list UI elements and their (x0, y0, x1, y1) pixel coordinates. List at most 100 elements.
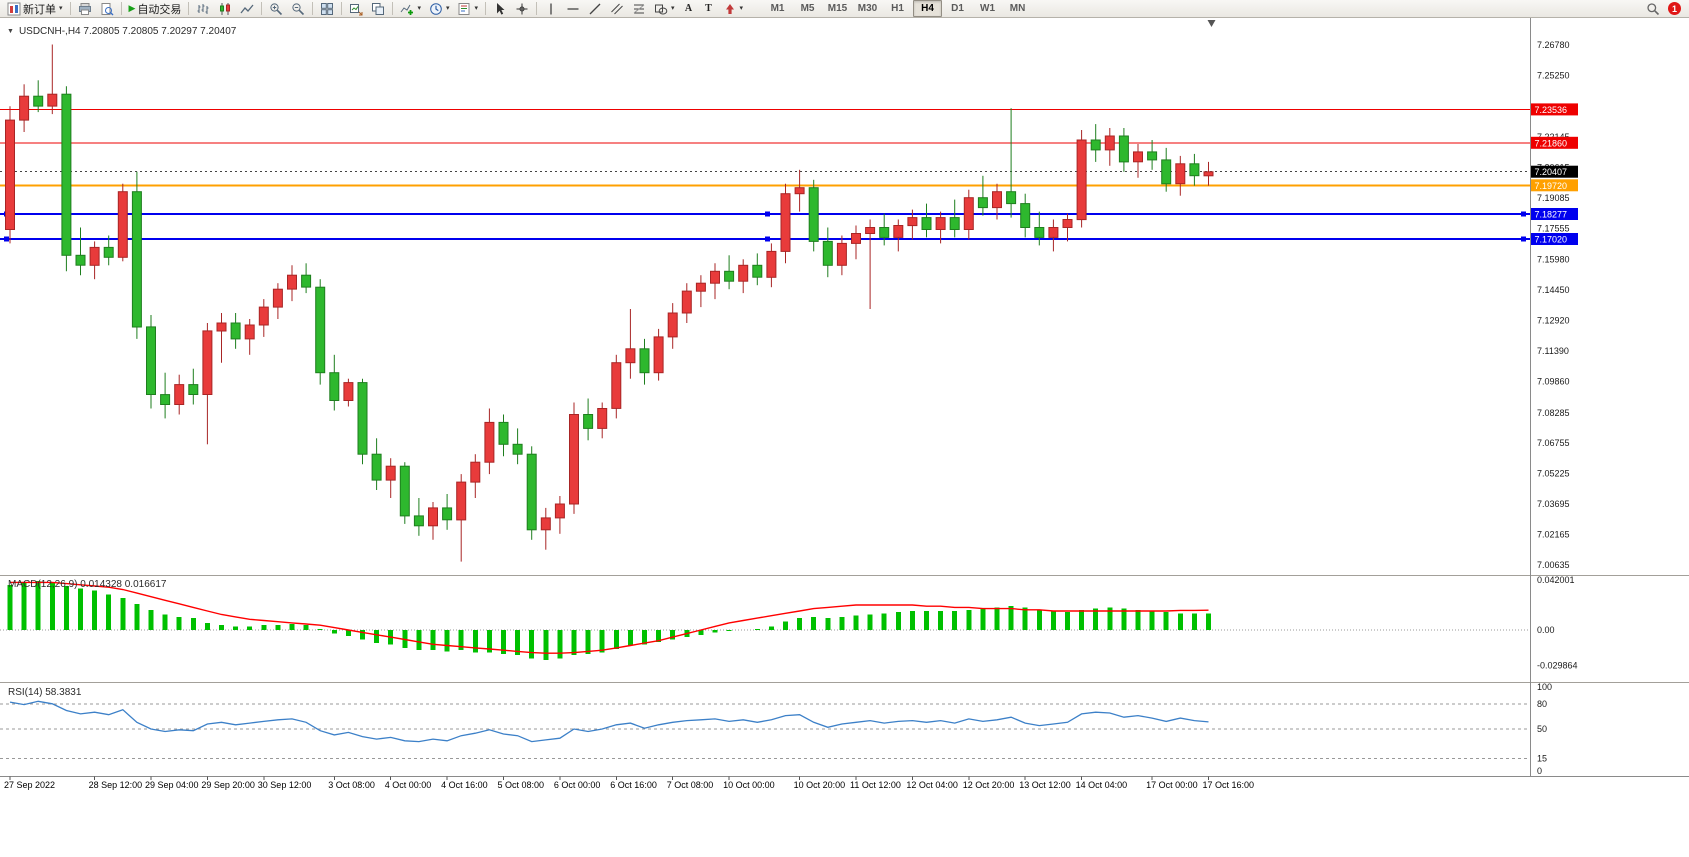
timeframe-m5-button[interactable]: M5 (800, 3, 815, 14)
zoom-out-button[interactable] (287, 0, 309, 18)
line-chart-button[interactable] (236, 0, 258, 18)
svg-text:7.21860: 7.21860 (1535, 138, 1568, 148)
autotrading-play-icon: ▶ (128, 3, 136, 13)
timeframe-m15-button[interactable]: M15 (827, 3, 848, 14)
zoom-in-icon (270, 2, 283, 15)
rsi-pane: 100 80 50 15 0 (0, 682, 1552, 776)
svg-text:7 Oct 08:00: 7 Oct 08:00 (667, 780, 714, 790)
print-button[interactable] (74, 0, 96, 18)
dropdown-arrow-icon: ▾ (670, 5, 675, 12)
crosshair-button[interactable] (511, 0, 533, 18)
svg-text:7.25250: 7.25250 (1537, 70, 1570, 80)
clock-icon (430, 2, 442, 15)
fibonacci-tool-button[interactable] (628, 0, 650, 18)
svg-text:7.19085: 7.19085 (1537, 193, 1570, 203)
notification-badge[interactable]: 1 (1668, 2, 1681, 15)
zoom-in-button[interactable] (265, 0, 287, 18)
svg-text:10 Oct 00:00: 10 Oct 00:00 (723, 780, 775, 790)
new-order-button[interactable]: 新订单 ▾ (3, 0, 67, 18)
crosshair-icon (516, 3, 528, 14)
trendline-tool-button[interactable] (584, 0, 606, 18)
toolbar-separator (120, 2, 122, 15)
svg-text:80: 80 (1537, 699, 1547, 709)
arrows-tool-button[interactable]: ▾ (719, 0, 748, 18)
chart-canvas[interactable]: 7.267807.252507.221457.206157.190857.175… (0, 18, 1689, 857)
vertical-line-tool-button[interactable] (540, 0, 562, 18)
template-icon (458, 2, 470, 15)
shapes-tool-button[interactable]: ▾ (650, 0, 679, 18)
svg-text:-0.029864: -0.029864 (1537, 661, 1578, 671)
chart-title-bar: ▼ USDCNH-,H4 7.20805 7.20805 7.20297 7.2… (7, 26, 236, 37)
svg-text:7.08285: 7.08285 (1537, 408, 1570, 418)
horizontal-level-lines[interactable] (0, 108, 1530, 242)
cursor-icon (496, 2, 505, 15)
svg-text:7.23536: 7.23536 (1535, 105, 1568, 115)
autotrading-button[interactable]: ▶ 自动交易 (125, 0, 186, 18)
timeframe-h4-button[interactable]: H4 (913, 0, 943, 17)
svg-text:7.26780: 7.26780 (1537, 40, 1570, 50)
cascade-windows-button[interactable] (367, 0, 389, 18)
toolbar: 新订单 ▾ ▶ 自动交易 ▾ ▾ (0, 0, 1689, 18)
toolbar-separator (261, 2, 263, 15)
zoom-out-icon (292, 2, 305, 15)
timeframe-m30-button[interactable]: M30 (857, 3, 878, 14)
text-label-tool-button[interactable]: T (699, 0, 719, 18)
tile-windows-button[interactable] (316, 0, 338, 18)
shapes-icon (654, 4, 668, 14)
svg-text:11 Oct 12:00: 11 Oct 12:00 (850, 780, 901, 790)
timeframe-m1-button[interactable]: M1 (770, 3, 785, 14)
svg-text:29 Sep 04:00: 29 Sep 04:00 (145, 780, 199, 790)
channel-tool-button[interactable] (606, 0, 628, 18)
svg-text:17 Oct 00:00: 17 Oct 00:00 (1146, 780, 1198, 790)
svg-text:7.12920: 7.12920 (1537, 316, 1570, 326)
svg-text:10 Oct 20:00: 10 Oct 20:00 (794, 780, 846, 790)
horizontal-line-tool-button[interactable] (562, 0, 584, 18)
dropdown-arrow-icon: ▾ (474, 5, 478, 12)
price-axis[interactable]: 7.267807.252507.221457.206157.190857.175… (1531, 40, 1578, 570)
time-axis[interactable]: 27 Sep 2022 28 Sep 12:00 29 Sep 04:00 29 Se… (4, 776, 1255, 791)
fibonacci-icon (633, 4, 645, 13)
symbol-dropdown-icon[interactable]: ▼ (7, 28, 14, 35)
preview-button[interactable] (96, 0, 118, 18)
svg-text:7.18277: 7.18277 (1535, 210, 1568, 220)
svg-text:6 Oct 16:00: 6 Oct 16:00 (610, 780, 657, 790)
arrange-windows-button[interactable] (345, 0, 367, 18)
timeframe-d1-button[interactable]: D1 (951, 3, 964, 14)
periods-button[interactable]: ▾ (425, 0, 454, 18)
toolbar-separator (69, 2, 71, 15)
text-label-icon: T (705, 3, 712, 14)
svg-text:12 Oct 20:00: 12 Oct 20:00 (963, 780, 1015, 790)
toolbar-separator (535, 2, 537, 15)
rsi-pane-title-bar: RSI(14) 58.3831 (8, 687, 81, 698)
autotrading-label: 自动交易 (137, 3, 182, 16)
svg-text:4 Oct 00:00: 4 Oct 00:00 (385, 780, 432, 790)
pane-dividers[interactable] (0, 18, 1689, 777)
timeframe-h1-button[interactable]: H1 (891, 3, 904, 14)
svg-text:28 Sep 12:00: 28 Sep 12:00 (89, 780, 143, 790)
search-button[interactable] (1642, 0, 1664, 18)
cursor-button[interactable] (489, 0, 511, 18)
bar-chart-icon (197, 3, 209, 14)
svg-text:7.17555: 7.17555 (1537, 223, 1570, 233)
candlestick-chart-button[interactable] (214, 0, 236, 18)
candles-layer (5, 44, 1214, 562)
text-tool-button[interactable]: A (679, 0, 699, 18)
templates-button[interactable]: ▾ (453, 0, 482, 18)
timeframe-mn-button[interactable]: MN (1009, 3, 1026, 14)
svg-text:100: 100 (1537, 682, 1552, 692)
svg-text:0.00: 0.00 (1537, 625, 1555, 635)
text-tool-icon: A (684, 3, 693, 14)
bar-chart-button[interactable] (192, 0, 214, 18)
rsi-title: RSI(14) 58.3831 (8, 687, 82, 698)
line-chart-icon (240, 4, 254, 13)
search-icon (1647, 2, 1660, 15)
svg-text:7.06755: 7.06755 (1537, 438, 1570, 448)
arrow-tool-icon (725, 3, 734, 14)
svg-text:7.03695: 7.03695 (1537, 499, 1570, 509)
svg-text:27 Sep 2022: 27 Sep 2022 (4, 780, 55, 790)
toolbar-separator (312, 2, 314, 15)
timeframe-w1-button[interactable]: W1 (980, 3, 996, 14)
toolbar-separator (392, 2, 394, 15)
indicators-button[interactable]: ▾ (396, 0, 425, 18)
svg-text:17 Oct 16:00: 17 Oct 16:00 (1203, 780, 1255, 790)
